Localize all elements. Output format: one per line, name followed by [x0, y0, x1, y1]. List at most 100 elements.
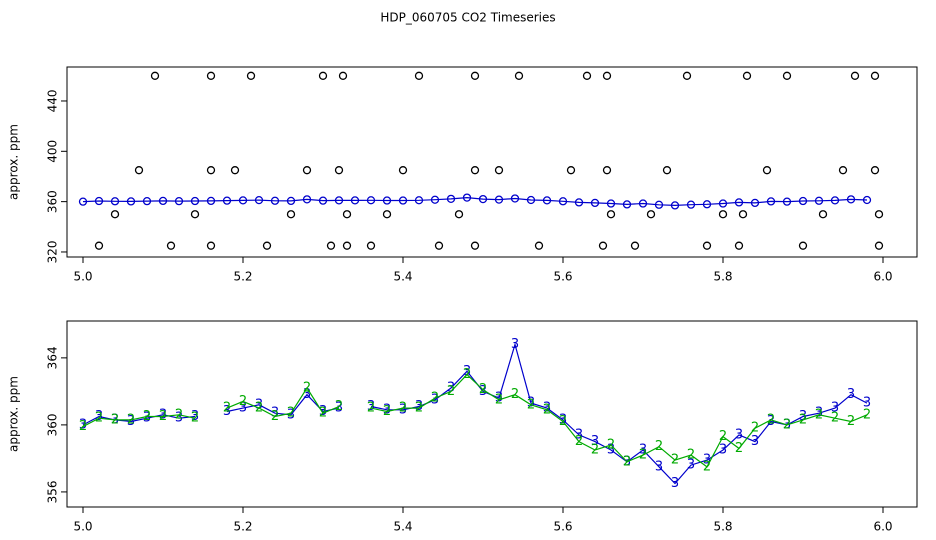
point: [514, 71, 524, 80]
point: [850, 71, 860, 80]
point-marker: 2: [463, 367, 471, 382]
point-marker: 2: [767, 412, 775, 427]
point: [94, 196, 104, 206]
point-marker: 3: [815, 406, 823, 421]
point: [326, 241, 336, 250]
point: [818, 210, 828, 219]
point: [606, 199, 616, 208]
plot-frame: [66, 320, 918, 508]
point-marker: 2: [335, 399, 343, 414]
y-tick-label: 360: [46, 190, 60, 213]
point-marker: 2: [703, 459, 711, 474]
point: [590, 198, 600, 208]
point: [206, 241, 216, 250]
point: [446, 194, 456, 204]
point: [526, 195, 536, 205]
point: [334, 196, 344, 205]
point: [566, 166, 576, 175]
y-tick-label: 360: [46, 413, 60, 436]
point: [382, 210, 392, 219]
y-tick-label: 356: [46, 480, 60, 503]
point: [254, 195, 264, 205]
point: [134, 166, 144, 175]
point-marker: 2: [303, 381, 311, 396]
point: [166, 241, 176, 250]
plot-frame: [66, 66, 918, 258]
series-line: [82, 196, 868, 207]
point: [862, 195, 872, 205]
point: [414, 71, 424, 80]
point: [762, 166, 772, 175]
point: [470, 166, 480, 175]
point-marker: 3: [143, 411, 151, 426]
point-marker: 3: [463, 364, 471, 379]
point: [686, 200, 696, 209]
point-marker: 3: [639, 443, 647, 458]
point: [350, 196, 360, 205]
point-marker: 3: [847, 387, 855, 402]
x-tick-label: 6.0: [873, 520, 892, 534]
point: [286, 196, 296, 206]
point: [430, 195, 440, 204]
point-marker: 2: [479, 382, 487, 397]
point-marker: 2: [527, 397, 535, 412]
point-marker: 3: [223, 404, 231, 419]
point: [646, 210, 656, 219]
point-marker: 3: [287, 407, 295, 422]
point-marker: 3: [655, 459, 663, 474]
point: [542, 196, 552, 205]
point-marker: 2: [863, 407, 871, 422]
point: [262, 241, 272, 250]
point-marker: 3: [447, 381, 455, 396]
point: [874, 210, 884, 219]
point-marker: 3: [431, 392, 439, 407]
point-marker: 3: [543, 401, 551, 416]
point-marker: 2: [255, 401, 263, 416]
point: [206, 71, 216, 80]
x-tick-label: 5.2: [233, 270, 252, 284]
point: [302, 195, 312, 204]
point-marker: 2: [687, 448, 695, 463]
point-marker: 3: [335, 401, 343, 416]
point: [150, 71, 160, 80]
point: [534, 241, 544, 250]
point: [602, 166, 612, 175]
point-marker: 2: [271, 409, 279, 424]
point-marker: 2: [623, 454, 631, 469]
point: [798, 241, 808, 250]
point: [382, 196, 392, 205]
point-marker: 3: [319, 404, 327, 419]
point-marker: 2: [111, 412, 119, 427]
point: [478, 194, 488, 204]
point-marker: 2: [399, 401, 407, 416]
point-marker: 3: [127, 414, 135, 429]
point: [230, 166, 240, 175]
point: [738, 210, 748, 219]
point: [662, 166, 672, 175]
point-marker: 2: [639, 448, 647, 463]
point-marker: 3: [575, 427, 583, 442]
y-axis-label: approx. ppm: [7, 376, 21, 452]
point: [734, 198, 744, 207]
point: [574, 198, 584, 207]
x-tick-label: 6.0: [873, 270, 892, 284]
y-tick-label: 320: [46, 241, 60, 264]
point: [682, 71, 692, 80]
point-marker: 3: [95, 409, 103, 424]
point: [830, 196, 840, 205]
point: [462, 193, 472, 202]
point-marker: 2: [431, 391, 439, 406]
point-marker: 2: [847, 414, 855, 429]
point: [602, 71, 612, 80]
point: [702, 200, 712, 209]
point-marker: 3: [255, 397, 263, 412]
point: [454, 210, 464, 219]
point-marker: 2: [799, 412, 807, 427]
point-marker: 2: [831, 411, 839, 426]
point-marker: 3: [751, 434, 759, 449]
x-tick-label: 5.6: [553, 270, 572, 284]
point: [494, 166, 504, 175]
x-tick-label: 5.4: [393, 270, 412, 284]
point: [318, 196, 328, 205]
